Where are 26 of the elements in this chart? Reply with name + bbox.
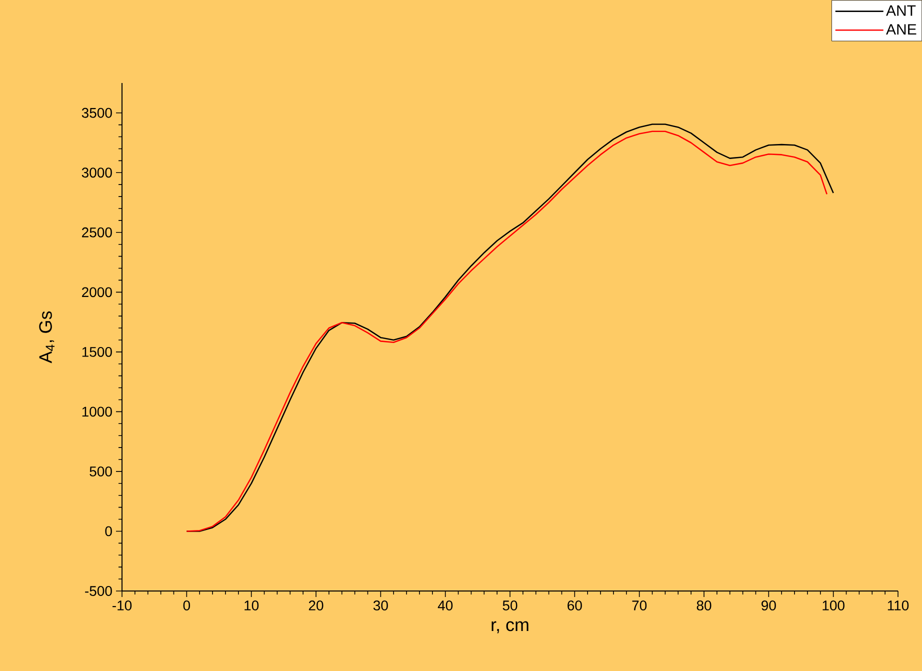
x-tick-label: 0	[183, 600, 190, 610]
y-tick-label: -500	[85, 586, 112, 596]
y-tick-label: 3000	[82, 168, 112, 178]
y-tick-label: 2500	[82, 227, 112, 238]
x-tick-label: 100	[822, 600, 844, 610]
x-tick-label: 20	[308, 600, 324, 610]
x-tick-label: 70	[632, 600, 647, 610]
y-tick-label: 0	[105, 526, 112, 536]
legend-label: ANE	[886, 24, 916, 35]
y-tick-label: 3500	[82, 108, 112, 118]
y-tick-label: 2000	[82, 287, 112, 298]
x-tick-label: 90	[762, 600, 776, 610]
legend-label: ANT	[886, 5, 916, 16]
x-tick-label: -10	[112, 600, 132, 610]
x-tick-label: 110	[888, 600, 909, 610]
y-axis-title: A$_{4}$, Gs	[39, 311, 54, 364]
y-tick-label: 500	[90, 466, 112, 476]
y-tick-label: 1000	[82, 406, 112, 417]
x-tick-label: 10	[244, 600, 259, 610]
x-axis-title: r, cm	[492, 621, 528, 634]
y-tick-label: 1500	[82, 346, 112, 357]
x-tick-label: 60	[568, 600, 582, 610]
x-tick-label: 30	[373, 600, 388, 610]
x-tick-label: 40	[438, 600, 453, 610]
x-tick-label: 80	[696, 600, 712, 610]
x-tick-label: 50	[502, 600, 518, 610]
